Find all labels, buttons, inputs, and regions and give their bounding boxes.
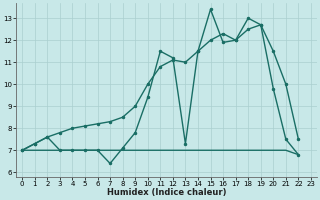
- X-axis label: Humidex (Indice chaleur): Humidex (Indice chaleur): [107, 188, 226, 197]
